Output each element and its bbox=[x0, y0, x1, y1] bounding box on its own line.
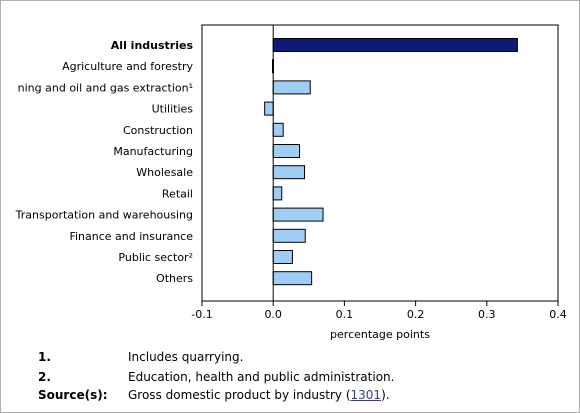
bar-0 bbox=[272, 38, 518, 52]
category-label-1: Agriculture and forestry bbox=[62, 60, 193, 73]
bar-5 bbox=[272, 144, 301, 158]
footnote-2-text: Education, health and public administrat… bbox=[128, 370, 395, 384]
source-text-after: ). bbox=[381, 388, 390, 402]
bar-8 bbox=[272, 207, 324, 222]
bar-4 bbox=[272, 122, 284, 137]
x-tick-label-4: 0.3 bbox=[478, 308, 496, 321]
x-tick-label-1: 0.0 bbox=[264, 308, 282, 321]
bar-6 bbox=[272, 165, 306, 180]
bar-3 bbox=[264, 101, 274, 116]
footnote-1-text: Includes quarrying. bbox=[128, 350, 244, 364]
source-line: Source(s): Gross domestic product by ind… bbox=[0, 386, 580, 404]
category-label-5: Manufacturing bbox=[113, 145, 193, 158]
x-tick-label-3: 0.2 bbox=[407, 308, 425, 321]
plot-area bbox=[201, 24, 559, 302]
bar-9 bbox=[272, 228, 306, 243]
category-label-11: Others bbox=[156, 272, 193, 285]
bar-7 bbox=[272, 186, 283, 201]
category-label-4: Construction bbox=[123, 124, 193, 137]
category-label-8: Transportation and warehousing bbox=[15, 209, 193, 222]
bar-11 bbox=[272, 271, 313, 286]
bar-10 bbox=[272, 250, 293, 264]
category-label-6: Wholesale bbox=[136, 166, 193, 179]
x-tick-label-5: 0.4 bbox=[549, 308, 567, 321]
footnote-1-label: 1. bbox=[38, 350, 51, 364]
footnote-2-label: 2. bbox=[38, 370, 51, 384]
bar-2 bbox=[272, 80, 311, 95]
source-table-link[interactable]: 1301 bbox=[350, 388, 382, 402]
category-label-0: All industries bbox=[111, 39, 194, 52]
category-label-3: Utilities bbox=[152, 103, 194, 116]
source-text: Gross domestic product by industry (1301… bbox=[128, 386, 390, 404]
category-label-9: Finance and insurance bbox=[69, 230, 193, 243]
x-tick-label-2: 0.1 bbox=[336, 308, 354, 321]
x-tick-label-0: -0.1 bbox=[191, 308, 212, 321]
footnote-1: 1. Includes quarrying. bbox=[0, 348, 580, 366]
x-axis-label: percentage points bbox=[330, 328, 430, 341]
footnote-2: 2. Education, health and public administ… bbox=[0, 368, 580, 386]
source-label: Source(s): bbox=[38, 388, 108, 402]
category-label-2: ning and oil and gas extraction¹ bbox=[18, 81, 193, 94]
bar-chart: All industries Agriculture and forestry ni… bbox=[15, 24, 567, 341]
source-text-before: Gross domestic product by industry ( bbox=[128, 388, 351, 402]
category-label-10: Public sector² bbox=[118, 251, 193, 264]
category-label-7: Retail bbox=[162, 187, 193, 200]
